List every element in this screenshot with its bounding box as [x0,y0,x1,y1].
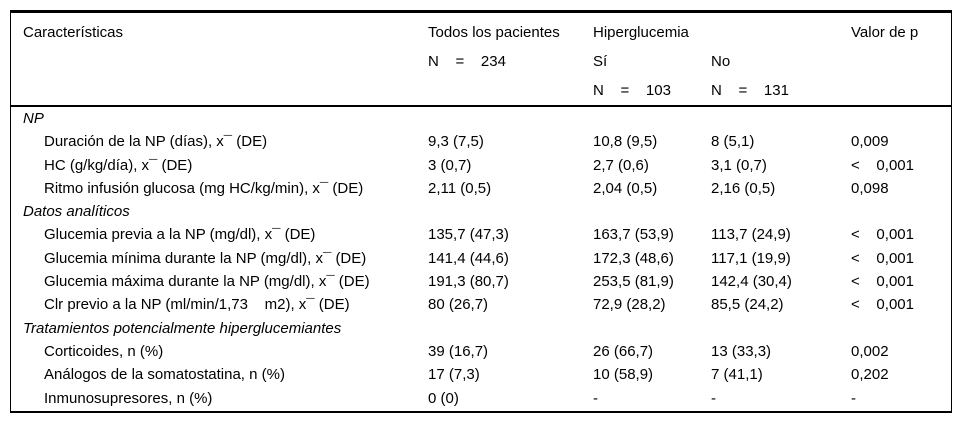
cell-p: 0,009 [851,133,889,151]
cell-p: < 0,001 [851,249,914,267]
cell-todos: 135,7 (47,3) [428,226,509,244]
cell-no: 13 (33,3) [711,342,772,360]
header-si-n: N = 103 [593,82,671,99]
header-valor-de-p: Valor de p [851,24,919,41]
header-empty-cell [851,76,951,105]
cell-no: 7 (41,1) [711,366,763,384]
cell-no: 2,16 (0,5) [711,179,776,197]
table-row: Duración de la NP (días), x¯ (DE) 9,3 (7… [11,130,951,153]
cell-no: 8 (5,1) [711,133,755,151]
header-no: No [711,53,731,70]
table-row: Análogos de la somatostatina, n (%) 17 (… [11,363,951,386]
cell-no: - [711,389,716,407]
header-row-1: Características Todos los pacientes Hipe… [11,18,951,47]
cell-si: 10,8 (9,5) [593,133,658,151]
cell-no: 113,7 (24,9) [711,226,791,244]
cell-p: 0,202 [851,366,889,384]
cell-todos: 9,3 (7,5) [428,133,484,151]
cell-p: < 0,001 [851,226,914,244]
cell-todos: 191,3 (80,7) [428,273,509,291]
section-title-row-np: NP [11,107,951,130]
cell-todos: 80 (26,7) [428,296,489,314]
section-title-row-datos-analiticos: Datos analíticos [11,200,951,223]
table-row: HC (g/kg/día), x¯ (DE) 3 (0,7) 2,7 (0,6)… [11,154,951,177]
cell-todos: 2,11 (0,5) [428,179,492,197]
cell-si: 253,5 (81,9) [593,273,674,291]
row-label: Glucemia máxima durante la NP (mg/dl), x… [44,273,370,291]
cell-todos: 17 (7,3) [428,366,480,384]
cell-todos: 0 (0) [428,389,459,407]
section-title: NP [23,110,44,127]
header-todos-n: N = 234 [428,53,506,70]
table-row: Corticoides, n (%) 39 (16,7) 26 (66,7) 1… [11,340,951,363]
cell-no: 117,1 (19,9) [711,249,791,267]
header-row-3: N = 103 N = 131 [11,76,951,105]
cell-p: < 0,001 [851,296,914,314]
table-header: Características Todos los pacientes Hipe… [11,13,951,107]
cell-no: 3,1 (0,7) [711,156,767,174]
cell-no: 85,5 (24,2) [711,296,784,314]
cell-si: 26 (66,7) [593,342,654,360]
cell-todos: 39 (16,7) [428,342,489,360]
cell-todos: 3 (0,7) [428,156,472,174]
table-row: Ritmo infusión glucosa (mg HC/kg/min), x… [11,177,951,200]
row-label: Duración de la NP (días), x¯ (DE) [44,133,268,151]
cell-p: < 0,001 [851,156,914,174]
row-label: Glucemia mínima durante la NP (mg/dl), x… [44,249,367,267]
header-empty-cell [428,76,593,105]
section-title: Tratamientos potencialmente hiperglucemi… [23,319,342,337]
header-caracteristicas: Características [23,24,124,41]
cell-si: 2,7 (0,6) [593,156,649,174]
patients-characteristics-table: Características Todos los pacientes Hipe… [10,10,952,413]
cell-si: 172,3 (48,6) [593,249,674,267]
header-row-2: N = 234 Sí No [11,47,951,76]
header-todos-los-pacientes: Todos los pacientes [428,24,560,41]
cell-si: 163,7 (53,9) [593,226,674,244]
row-label: Glucemia previa a la NP (mg/dl), x¯ (DE) [44,226,316,244]
cell-p: 0,002 [851,342,889,360]
header-si: Sí [593,53,608,70]
cell-p: - [851,389,856,407]
header-empty-cell [11,76,428,105]
cell-si: 2,04 (0,5) [593,179,658,197]
table-row: Inmunosupresores, n (%) 0 (0) - - - [11,387,951,410]
cell-no: 142,4 (30,4) [711,273,792,291]
row-label: Clr previo a la NP (ml/min/1,73 m2), x¯ … [44,296,350,314]
row-label: Ritmo infusión glucosa (mg HC/kg/min), x… [44,179,364,197]
header-empty-cell [11,47,428,76]
table-row: Clr previo a la NP (ml/min/1,73 m2), x¯ … [11,293,951,316]
header-empty-cell [851,47,951,76]
cell-p: 0,098 [851,179,889,197]
table-body: NP Duración de la NP (días), x¯ (DE) 9,3… [11,107,951,410]
row-label: Inmunosupresores, n (%) [44,389,213,407]
row-label: Análogos de la somatostatina, n (%) [44,366,285,384]
header-hiperglucemia: Hiperglucemia [593,24,689,41]
section-title: Datos analíticos [23,203,130,221]
row-label: Corticoides, n (%) [44,342,164,360]
table-row: Glucemia mínima durante la NP (mg/dl), x… [11,247,951,270]
table-row: Glucemia máxima durante la NP (mg/dl), x… [11,270,951,293]
cell-p: < 0,001 [851,273,914,291]
row-label: HC (g/kg/día), x¯ (DE) [44,156,193,174]
cell-todos: 141,4 (44,6) [428,249,509,267]
cell-si: 72,9 (28,2) [593,296,666,314]
table-row: Glucemia previa a la NP (mg/dl), x¯ (DE)… [11,223,951,246]
cell-si: 10 (58,9) [593,366,654,384]
cell-si: - [593,389,598,407]
header-no-n: N = 131 [711,82,789,99]
section-title-row-tratamientos: Tratamientos potencialmente hiperglucemi… [11,317,951,340]
